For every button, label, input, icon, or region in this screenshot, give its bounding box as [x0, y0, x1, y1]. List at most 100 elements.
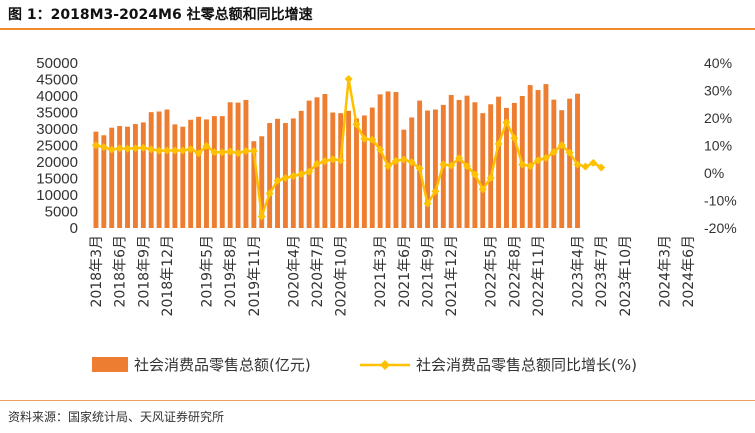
- left-tick-label: 25000: [36, 138, 78, 155]
- bar: [385, 91, 391, 228]
- growth-point: [534, 156, 543, 165]
- bar: [125, 126, 130, 228]
- line-series: [91, 74, 606, 221]
- bar: [109, 127, 115, 228]
- growth-point: [510, 134, 519, 143]
- bar: [196, 116, 202, 228]
- source-note: 资料来源：国家统计局、天风证券研究所: [8, 410, 225, 424]
- bar: [148, 112, 154, 228]
- growth-point: [234, 149, 243, 158]
- growth-point: [313, 159, 321, 168]
- right-tick-label: 20%: [704, 110, 732, 126]
- growth-point: [502, 118, 511, 127]
- growth-point: [99, 143, 108, 152]
- growth-point: [163, 146, 171, 155]
- growth-point: [297, 170, 306, 179]
- bar: [511, 102, 517, 228]
- bar-series: [93, 84, 580, 229]
- growth-point: [305, 167, 314, 176]
- bar: [346, 110, 352, 228]
- growth-point: [336, 156, 345, 165]
- x-tick-label: 2024年6月: [681, 235, 697, 308]
- growth-point: [131, 144, 140, 153]
- growth-point: [463, 162, 471, 171]
- x-tick-label: 2020年7月: [310, 235, 326, 308]
- right-tick-label: -20%: [704, 220, 737, 236]
- x-tick-label: 2020年4月: [286, 235, 302, 308]
- left-tick-label: 30000: [36, 121, 78, 138]
- bar: [259, 136, 265, 228]
- source-divider: [0, 400, 755, 401]
- growth-point: [178, 146, 187, 155]
- bar: [172, 124, 178, 228]
- right-tick-label: 30%: [704, 83, 732, 99]
- bar: [204, 119, 209, 228]
- growth-point: [384, 162, 393, 171]
- x-tick-label: 2019年11月: [247, 235, 263, 316]
- growth-point: [565, 148, 574, 157]
- growth-point: [360, 134, 369, 143]
- growth-point: [589, 158, 598, 167]
- legend-bar-swatch: [92, 357, 128, 372]
- left-axis: 0500010000150002000025000300003500040000…: [36, 55, 78, 237]
- growth-point: [241, 147, 250, 155]
- x-tick-label: 2018年3月: [89, 235, 105, 308]
- growth-point: [597, 163, 606, 172]
- bar: [488, 104, 494, 228]
- bar: [140, 122, 146, 228]
- growth-point: [415, 164, 424, 173]
- bar: [456, 99, 462, 229]
- growth-point: [431, 187, 440, 196]
- growth-point: [581, 162, 590, 171]
- growth-point: [320, 157, 329, 166]
- growth-point: [202, 142, 211, 151]
- chart: 0500010000150002000025000300003500040000…: [36, 55, 737, 374]
- bar: [464, 95, 470, 228]
- bar: [504, 107, 509, 228]
- growth-point: [107, 145, 116, 154]
- growth-point: [368, 135, 377, 144]
- left-tick-label: 35000: [36, 105, 78, 122]
- growth-point: [147, 145, 156, 154]
- bar: [551, 99, 557, 228]
- x-tick-label: 2023年4月: [571, 235, 587, 308]
- growth-point: [447, 161, 456, 170]
- bar: [306, 100, 312, 228]
- growth-point: [478, 185, 487, 194]
- bar: [369, 107, 375, 228]
- growth-point: [391, 156, 400, 165]
- figure-title: 图 1：2018M3-2024M6 社零总额和同比增速: [8, 7, 313, 23]
- left-tick-label: 10000: [36, 187, 78, 204]
- growth-point: [155, 146, 164, 155]
- growth-point: [439, 160, 448, 169]
- x-tick-label: 2022年5月: [484, 235, 500, 308]
- left-tick-label: 20000: [36, 154, 78, 171]
- right-tick-label: 0%: [704, 165, 724, 181]
- bar: [251, 141, 257, 228]
- growth-point: [494, 139, 503, 148]
- bar: [164, 109, 170, 228]
- bar: [409, 117, 415, 228]
- growth-point: [91, 141, 100, 150]
- bar: [559, 110, 565, 228]
- bar: [448, 95, 454, 228]
- x-tick-label: 2019年5月: [199, 235, 215, 308]
- x-tick-label: 2021年9月: [421, 235, 437, 308]
- bar: [132, 124, 138, 228]
- growth-point: [328, 155, 337, 164]
- right-axis: -20% -10% 0% 10% 20% 30% 40%: [704, 55, 737, 236]
- legend-bar-label: 社会消费品零售总额(亿元): [134, 356, 311, 374]
- x-tick-label: 2021年12月: [444, 235, 460, 316]
- x-tick-label: 2018年6月: [113, 235, 129, 308]
- bar: [101, 135, 107, 228]
- bar: [354, 118, 359, 228]
- legend: 社会消费品零售总额(亿元) 社会消费品零售总额同比增长(%): [92, 356, 637, 374]
- bar: [156, 111, 162, 228]
- growth-point: [470, 170, 479, 179]
- bar: [480, 113, 486, 228]
- legend-line-label: 社会消费品零售总额同比增长(%): [416, 356, 637, 374]
- growth-point: [486, 173, 495, 182]
- x-tick-label: 2023年10月: [618, 235, 634, 316]
- growth-point: [249, 147, 258, 155]
- bar: [425, 110, 430, 228]
